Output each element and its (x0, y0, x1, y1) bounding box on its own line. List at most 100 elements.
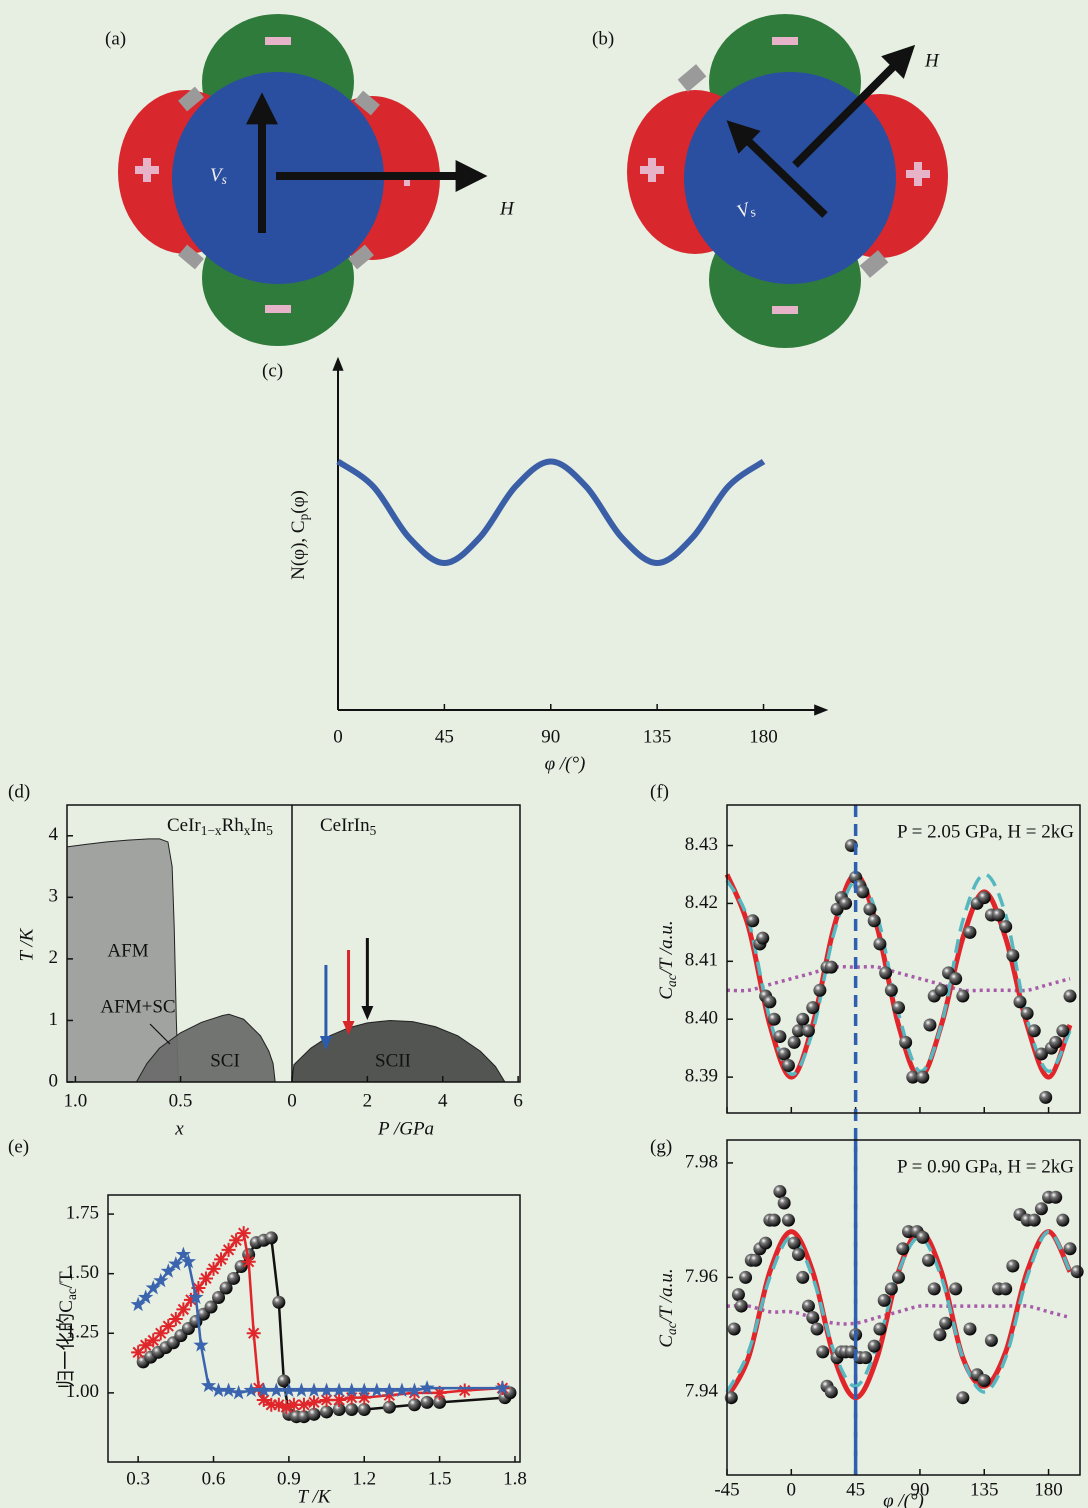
point (949, 972, 963, 986)
point (1049, 1190, 1063, 1204)
point (977, 1374, 991, 1388)
arrow-head (342, 1021, 355, 1035)
point (382, 1388, 397, 1403)
y-tick-label: 3 (49, 886, 59, 907)
x-tick-label: 0 (333, 726, 343, 747)
point (756, 931, 770, 945)
point (357, 1403, 371, 1417)
point (963, 1322, 977, 1336)
point (1006, 1259, 1020, 1273)
point (999, 920, 1013, 934)
y-axis-label: N(φ), Cp(φ) (288, 490, 311, 580)
point (777, 1196, 791, 1210)
panel-label: (e) (8, 1136, 29, 1157)
point (188, 1289, 204, 1304)
point (916, 1070, 930, 1084)
point (198, 1271, 213, 1286)
point (307, 1407, 321, 1421)
point (494, 1380, 511, 1395)
y-tick-label: 8.42 (685, 892, 718, 913)
subscript: ac (64, 1288, 79, 1300)
point (1070, 1265, 1084, 1279)
point (206, 1261, 221, 1276)
text-part: /T /a.u. (656, 1268, 677, 1323)
x-axis-label: φ /(°) (545, 753, 586, 774)
plot-frame (66, 804, 521, 1083)
h-label: H (499, 198, 515, 219)
y-axis-label: Cac/T /a.u. (656, 920, 679, 999)
region-label: AFM+SC (100, 996, 175, 1017)
point (241, 1254, 256, 1269)
point (503, 1386, 517, 1400)
point (781, 1059, 795, 1073)
point (332, 1403, 346, 1417)
y-axis-label: 归一化的Cac/T (55, 1271, 79, 1389)
x-tick-label: 0.9 (277, 1468, 301, 1489)
y-tick-label: 1.75 (66, 1202, 99, 1223)
point (296, 1397, 311, 1412)
subscript: s (222, 172, 227, 187)
x-tick-label: 180 (1034, 1479, 1063, 1500)
point (183, 1292, 198, 1307)
point (200, 1377, 217, 1393)
point (1020, 1006, 1034, 1020)
text-part: In (250, 815, 266, 836)
point (956, 989, 970, 1003)
point (916, 1230, 930, 1244)
annotation: P = 0.90 GPa, H = 2kG (897, 1156, 1074, 1177)
fit-curve (725, 1229, 1072, 1394)
point (331, 1382, 347, 1397)
point (138, 1338, 153, 1353)
plot-frame (726, 1139, 1081, 1476)
x-tick-label: 1.2 (352, 1468, 376, 1489)
point (1056, 1024, 1070, 1038)
y-tick-label: 8.41 (685, 950, 718, 971)
point (243, 1382, 259, 1397)
point (433, 1395, 447, 1409)
point (268, 1382, 284, 1397)
point (956, 1391, 970, 1405)
series-line (336, 458, 766, 566)
point (806, 1311, 820, 1325)
point (356, 1382, 372, 1397)
point (896, 1242, 910, 1256)
point (767, 1213, 781, 1227)
point (806, 1001, 820, 1015)
text-part: CeIr (167, 815, 201, 836)
point (873, 1322, 887, 1336)
y-tick-label: 1.25 (66, 1322, 99, 1343)
y-tick-label: 0 (49, 1070, 59, 1091)
point (1027, 1024, 1041, 1038)
point (293, 1382, 310, 1397)
subscript: 5 (266, 823, 273, 838)
point (236, 1226, 251, 1241)
point (934, 983, 948, 997)
y-tick-label: 8.39 (685, 1065, 718, 1086)
x-tick-label: 90 (541, 726, 560, 747)
point (927, 1282, 941, 1296)
point (899, 1035, 913, 1049)
point (432, 1385, 447, 1400)
point (318, 1382, 335, 1397)
point (256, 1382, 272, 1397)
point (286, 1397, 301, 1412)
point (796, 1270, 810, 1284)
point (419, 1380, 435, 1395)
x-axis-label: P /GPa (377, 1118, 434, 1139)
point (884, 983, 898, 997)
point (369, 1382, 385, 1397)
point (210, 1382, 227, 1397)
point (1034, 1047, 1048, 1061)
x-axis-label: x (174, 1118, 184, 1139)
point (1039, 1090, 1053, 1104)
point (759, 1236, 773, 1250)
point (264, 1397, 279, 1412)
fit-curve (726, 1303, 1071, 1326)
y-tick-label: 7.94 (685, 1380, 719, 1401)
subplot-title: CeIrIn5 (320, 815, 377, 838)
point (420, 1395, 434, 1409)
point (153, 1326, 168, 1341)
vs-label: Vs (210, 165, 227, 187)
fit-curve (726, 964, 1071, 993)
point (796, 1012, 810, 1026)
